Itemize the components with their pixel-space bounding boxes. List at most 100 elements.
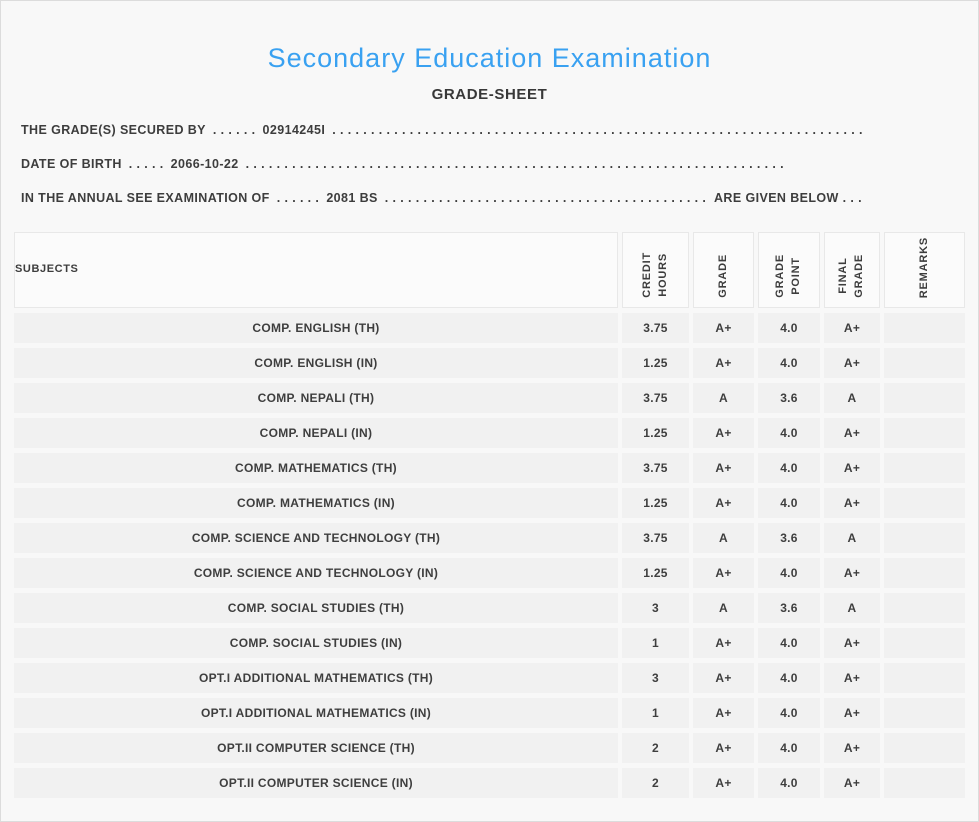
cell-grade-point: 4.0 bbox=[758, 488, 820, 519]
cell-grade-point: 3.6 bbox=[758, 383, 820, 414]
cell-final-grade: A+ bbox=[824, 313, 880, 344]
dotted-filler: . . . . . . . . . . . . . . . . . . . . … bbox=[384, 191, 708, 205]
cell-final-grade: A+ bbox=[824, 733, 880, 764]
cell-final-grade: A+ bbox=[824, 453, 880, 484]
cell-remarks bbox=[884, 488, 965, 519]
col-header-grade: GRADE bbox=[693, 232, 754, 309]
info-line-date-of-birth: DATE OF BIRTH . . . . . 2066-10-22 . . .… bbox=[1, 147, 978, 181]
cell-credit-hours: 2 bbox=[622, 768, 689, 799]
cell-grade: A+ bbox=[693, 348, 754, 379]
table-row: COMP. SOCIAL STUDIES (TH) 3 A 3.6 A bbox=[14, 593, 965, 624]
cell-grade: A+ bbox=[693, 663, 754, 694]
cell-grade: A+ bbox=[693, 488, 754, 519]
dotted-filler: . . . . . . . . . . . . . . . . . . . . … bbox=[332, 123, 862, 137]
cell-final-grade: A+ bbox=[824, 558, 880, 589]
cell-remarks bbox=[884, 453, 965, 484]
cell-subject: COMP. SOCIAL STUDIES (IN) bbox=[14, 628, 618, 659]
cell-final-grade: A+ bbox=[824, 628, 880, 659]
cell-grade: A+ bbox=[693, 698, 754, 729]
dotted-leader: . . . . . . bbox=[276, 191, 320, 205]
cell-credit-hours: 3.75 bbox=[622, 523, 689, 554]
info-label-secured-by: THE GRADE(S) SECURED BY bbox=[21, 123, 206, 137]
cell-remarks bbox=[884, 593, 965, 624]
dotted-filler: . . . . . . . . . . . . . . . . . . . . … bbox=[245, 157, 784, 171]
cell-remarks bbox=[884, 698, 965, 729]
examination-year-value: 2081 BS bbox=[326, 191, 378, 205]
cell-final-grade: A bbox=[824, 593, 880, 624]
cell-subject: COMP. SCIENCE AND TECHNOLOGY (IN) bbox=[14, 558, 618, 589]
table-row: COMP. NEPALI (TH) 3.75 A 3.6 A bbox=[14, 383, 965, 414]
student-symbol-number: 02914245I bbox=[262, 123, 326, 137]
cell-remarks bbox=[884, 768, 965, 799]
table-row: COMP. NEPALI (IN) 1.25 A+ 4.0 A+ bbox=[14, 418, 965, 449]
cell-remarks bbox=[884, 628, 965, 659]
table-row: COMP. ENGLISH (TH) 3.75 A+ 4.0 A+ bbox=[14, 313, 965, 344]
grades-table: SUBJECTS CREDIT HOURS GRADE GRADE POINT … bbox=[10, 227, 969, 803]
cell-subject: COMP. ENGLISH (IN) bbox=[14, 348, 618, 379]
info-line-secured-by: THE GRADE(S) SECURED BY . . . . . . 0291… bbox=[1, 113, 978, 147]
cell-credit-hours: 1 bbox=[622, 698, 689, 729]
col-header-final-grade: FINAL GRADE bbox=[824, 232, 880, 309]
col-header-remarks: REMARKS bbox=[884, 232, 965, 309]
cell-grade-point: 3.6 bbox=[758, 593, 820, 624]
cell-credit-hours: 3 bbox=[622, 593, 689, 624]
cell-subject: OPT.I ADDITIONAL MATHEMATICS (TH) bbox=[14, 663, 618, 694]
table-row: OPT.I ADDITIONAL MATHEMATICS (TH) 3 A+ 4… bbox=[14, 663, 965, 694]
cell-grade-point: 4.0 bbox=[758, 768, 820, 799]
cell-remarks bbox=[884, 418, 965, 449]
date-of-birth-value: 2066-10-22 bbox=[170, 157, 239, 171]
cell-subject: COMP. MATHEMATICS (IN) bbox=[14, 488, 618, 519]
gpa-separator: : bbox=[924, 820, 937, 821]
cell-grade-point: 4.0 bbox=[758, 418, 820, 449]
cell-grade: A+ bbox=[693, 733, 754, 764]
cell-subject: OPT.II COMPUTER SCIENCE (TH) bbox=[14, 733, 618, 764]
cell-grade: A+ bbox=[693, 418, 754, 449]
cell-grade-point: 4.0 bbox=[758, 733, 820, 764]
dotted-leader: . . . . . bbox=[128, 157, 164, 171]
cell-credit-hours: 3.75 bbox=[622, 313, 689, 344]
col-header-credit-hours: CREDIT HOURS bbox=[622, 232, 689, 309]
cell-subject: COMP. NEPALI (TH) bbox=[14, 383, 618, 414]
cell-grade: A+ bbox=[693, 628, 754, 659]
cell-remarks bbox=[884, 523, 965, 554]
table-row: OPT.II COMPUTER SCIENCE (IN) 2 A+ 4.0 A+ bbox=[14, 768, 965, 799]
grade-sheet-subtitle: GRADE-SHEET bbox=[431, 86, 548, 103]
cell-remarks bbox=[884, 733, 965, 764]
gpa-label: GRADE POINT AVERAGE (GPA) bbox=[715, 820, 924, 821]
cell-subject: COMP. MATHEMATICS (TH) bbox=[14, 453, 618, 484]
grades-table-header: SUBJECTS CREDIT HOURS GRADE GRADE POINT … bbox=[14, 232, 965, 309]
table-row: COMP. SCIENCE AND TECHNOLOGY (IN) 1.25 A… bbox=[14, 558, 965, 589]
cell-subject: OPT.II COMPUTER SCIENCE (IN) bbox=[14, 768, 618, 799]
cell-subject: COMP. NEPALI (IN) bbox=[14, 418, 618, 449]
cell-final-grade: A+ bbox=[824, 698, 880, 729]
cell-credit-hours: 1.25 bbox=[622, 558, 689, 589]
table-row: COMP. SOCIAL STUDIES (IN) 1 A+ 4.0 A+ bbox=[14, 628, 965, 659]
cell-grade-point: 4.0 bbox=[758, 628, 820, 659]
cell-grade: A bbox=[693, 593, 754, 624]
cell-credit-hours: 3.75 bbox=[622, 453, 689, 484]
cell-grade-point: 4.0 bbox=[758, 698, 820, 729]
cell-grade: A+ bbox=[693, 768, 754, 799]
cell-grade-point: 4.0 bbox=[758, 453, 820, 484]
cell-credit-hours: 1.25 bbox=[622, 488, 689, 519]
cell-credit-hours: 2 bbox=[622, 733, 689, 764]
cell-grade: A+ bbox=[693, 558, 754, 589]
cell-grade-point: 4.0 bbox=[758, 558, 820, 589]
cell-grade: A bbox=[693, 383, 754, 414]
cell-remarks bbox=[884, 313, 965, 344]
cell-grade: A+ bbox=[693, 453, 754, 484]
cell-final-grade: A+ bbox=[824, 418, 880, 449]
cell-final-grade: A bbox=[824, 523, 880, 554]
cell-credit-hours: 1.25 bbox=[622, 348, 689, 379]
info-label-examination: IN THE ANNUAL SEE EXAMINATION OF bbox=[21, 191, 270, 205]
dotted-leader: . . . . . . bbox=[212, 123, 256, 137]
col-header-grade-point: GRADE POINT bbox=[758, 232, 820, 309]
table-row: OPT.II COMPUTER SCIENCE (TH) 2 A+ 4.0 A+ bbox=[14, 733, 965, 764]
student-info-block: THE GRADE(S) SECURED BY . . . . . . 0291… bbox=[1, 113, 978, 215]
cell-remarks bbox=[884, 558, 965, 589]
cell-remarks bbox=[884, 383, 965, 414]
cell-remarks bbox=[884, 348, 965, 379]
cell-subject: COMP. SCIENCE AND TECHNOLOGY (TH) bbox=[14, 523, 618, 554]
cell-credit-hours: 3 bbox=[622, 663, 689, 694]
